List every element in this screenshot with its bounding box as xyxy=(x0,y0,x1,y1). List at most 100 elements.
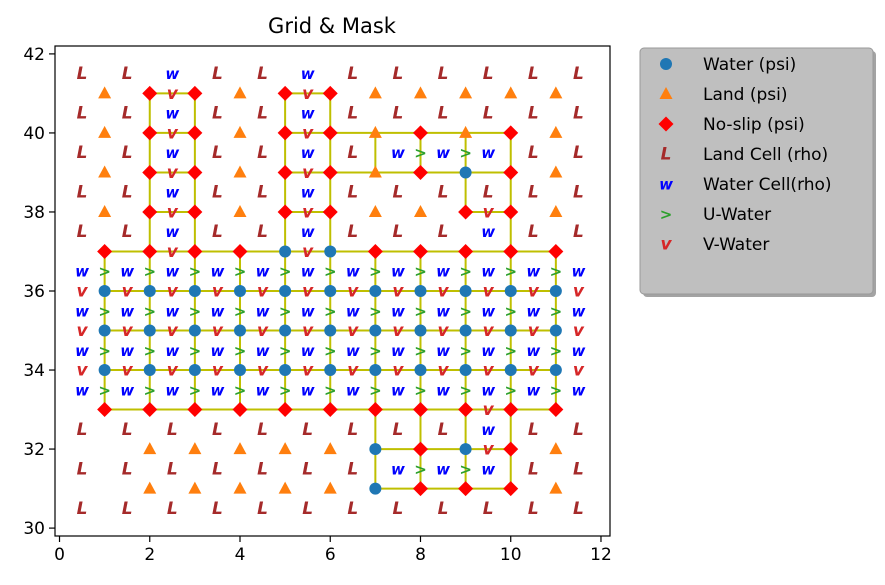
legend-label: Land Cell (rho) xyxy=(703,145,828,165)
plot-area: L L L L L L L L L L L LL L L L L L L L LL L L L L L L L L L LL L L L L L L L… xyxy=(75,64,585,519)
point-w-mark: w xyxy=(165,105,179,123)
point-w-mark: w xyxy=(256,302,270,320)
point-circle-mark xyxy=(324,245,337,258)
point-L-mark: L xyxy=(167,420,178,440)
point-u-mark: > xyxy=(324,302,337,320)
y-tick-label: 40 xyxy=(23,124,45,144)
point-L-mark: L xyxy=(77,459,88,479)
point-L-mark: L xyxy=(347,64,358,84)
legend-marker: > xyxy=(660,206,673,224)
point-L-mark: L xyxy=(438,420,449,440)
point-v-mark: v xyxy=(77,282,89,302)
point-L-mark: L xyxy=(77,64,88,84)
point-L-mark: L xyxy=(257,420,268,440)
point-L-mark: L xyxy=(212,222,223,242)
point-L-mark: L xyxy=(573,183,584,203)
point-diamond-mark xyxy=(322,85,338,101)
point-triangle-mark xyxy=(278,481,292,494)
point-u-mark: > xyxy=(143,342,156,360)
point-w-mark: w xyxy=(165,144,179,162)
point-circle-mark xyxy=(98,285,111,297)
point-w-mark: w xyxy=(346,302,360,320)
point-diamond-mark xyxy=(322,125,338,141)
point-diamond-mark xyxy=(412,481,428,497)
point-diamond-mark xyxy=(548,243,564,259)
point-u-mark: > xyxy=(550,381,563,399)
legend-marker: v xyxy=(660,235,672,255)
point-triangle-mark xyxy=(98,204,112,217)
y-tick-label: 36 xyxy=(23,282,45,302)
point-circle-mark xyxy=(324,364,337,377)
point-v-mark: v xyxy=(212,361,224,381)
point-w-mark: w xyxy=(391,263,405,281)
point-L-mark: L xyxy=(212,420,223,440)
point-triangle-mark xyxy=(98,165,112,178)
axis-ticks: 0 2 4 6 8 10 12 30 32 34 36 38 40 42 xyxy=(23,45,611,565)
point-w-mark: w xyxy=(346,342,360,360)
point-L-mark: L xyxy=(573,104,584,124)
legend-label: Water (psi) xyxy=(703,55,796,75)
point-w-mark: w xyxy=(75,342,89,360)
point-L-mark: L xyxy=(122,143,133,163)
point-L-mark: L xyxy=(393,420,404,440)
point-v-mark: v xyxy=(302,84,314,104)
point-L-mark: L xyxy=(347,420,358,440)
point-diamond-mark xyxy=(187,85,203,101)
point-u-mark: > xyxy=(504,263,517,281)
point-L-mark: L xyxy=(483,183,494,203)
point-L-mark: L xyxy=(393,499,404,519)
point-triangle-mark xyxy=(278,442,292,455)
point-v-mark: v xyxy=(167,282,179,302)
point-L-mark: L xyxy=(257,143,268,163)
point-u-mark: > xyxy=(189,263,202,281)
point-circle-mark xyxy=(459,443,472,456)
point-L-mark: L xyxy=(122,499,133,519)
point-triangle-mark xyxy=(323,442,337,455)
x-tick-label: 12 xyxy=(590,545,612,565)
point-circle-mark xyxy=(188,364,201,377)
point-diamond-mark xyxy=(277,125,293,141)
point-diamond-mark xyxy=(232,402,248,418)
point-diamond-mark xyxy=(412,441,428,457)
point-v-mark: v xyxy=(212,282,224,302)
point-L-mark: L xyxy=(528,420,539,440)
point-v-mark: v xyxy=(302,321,314,341)
point-w-mark: w xyxy=(526,302,540,320)
point-w-mark: w xyxy=(256,342,270,360)
point-u-mark: > xyxy=(234,302,247,320)
point-L-mark: L xyxy=(393,222,404,242)
series-no-slip-psi- xyxy=(97,85,564,497)
point-w-mark: w xyxy=(165,342,179,360)
point-circle-mark xyxy=(98,324,111,337)
point-u-mark: > xyxy=(279,342,292,360)
point-L-mark: L xyxy=(302,420,313,440)
point-u-mark: > xyxy=(189,342,202,360)
point-u-mark: > xyxy=(234,263,247,281)
point-L-mark: L xyxy=(167,499,178,519)
point-circle-mark xyxy=(369,324,382,337)
point-w-mark: w xyxy=(571,342,585,360)
point-circle-mark xyxy=(414,324,427,337)
point-w-mark: w xyxy=(346,381,360,399)
point-w-mark: w xyxy=(301,381,315,399)
point-L-mark: L xyxy=(483,64,494,84)
point-circle-mark xyxy=(504,364,517,377)
point-diamond-mark xyxy=(142,164,158,180)
point-u-mark: > xyxy=(234,342,247,360)
point-u-mark: > xyxy=(504,302,517,320)
point-w-mark: w xyxy=(391,460,405,478)
x-tick-label: 4 xyxy=(235,545,246,565)
point-L-mark: L xyxy=(122,420,133,440)
point-v-mark: v xyxy=(302,361,314,381)
point-triangle-mark xyxy=(233,204,247,217)
point-u-mark: > xyxy=(369,302,382,320)
point-w-mark: w xyxy=(211,263,225,281)
point-v-mark: v xyxy=(528,361,540,381)
legend-box xyxy=(639,47,874,295)
point-u-mark: > xyxy=(369,342,382,360)
point-u-mark: > xyxy=(459,381,472,399)
point-w-mark: w xyxy=(481,421,495,439)
point-L-mark: L xyxy=(212,499,223,519)
point-v-mark: v xyxy=(528,321,540,341)
